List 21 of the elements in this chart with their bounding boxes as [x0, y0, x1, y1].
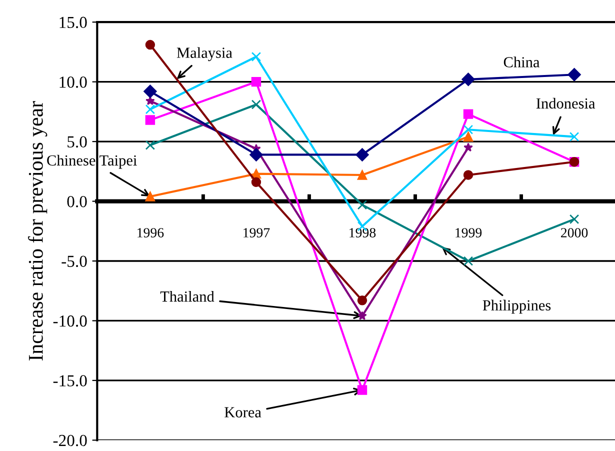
series-label: China — [504, 56, 540, 68]
y-tick-label: 5.0 — [68, 136, 87, 148]
x-tick-label: 1997 — [244, 228, 270, 238]
y-axis-title: Increase ratio for previous year — [28, 101, 48, 361]
y-tick-label: 15.0 — [60, 16, 87, 28]
series-label: Malaysia — [176, 47, 232, 62]
x-tick-label: 1999 — [456, 228, 482, 238]
text: Philippines — [482, 300, 551, 314]
series-label: Indonesia — [536, 98, 596, 109]
y-tick-label: 10.0 — [60, 76, 87, 88]
x-tick-label: 1996 — [138, 228, 164, 238]
x-tick-label: 1998 — [350, 228, 376, 238]
text: Thailand — [160, 290, 214, 302]
y-tick-label: 0.0 — [67, 196, 87, 208]
y-tick-label: -5.0 — [62, 256, 87, 268]
text: Korea — [224, 407, 262, 418]
y-tick-label: -10.0 — [53, 315, 87, 327]
y-tick-label: -20.0 — [53, 434, 87, 446]
y-tick-label: -15.0 — [53, 375, 87, 386]
x-tick-label: 2000 — [561, 228, 588, 238]
series-label: Chinese Taipei — [47, 154, 137, 169]
